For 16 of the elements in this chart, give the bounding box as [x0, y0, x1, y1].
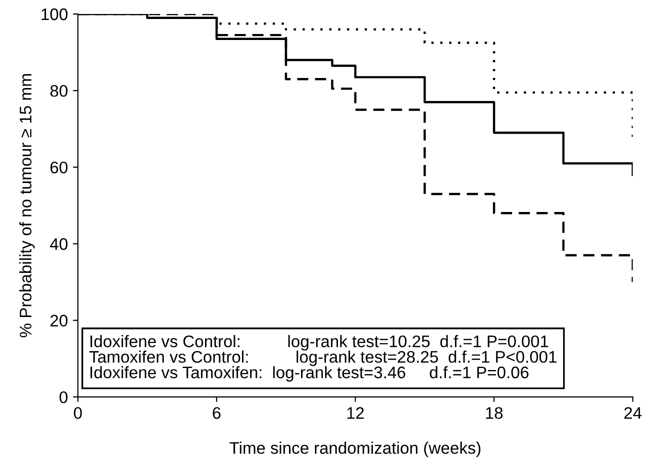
x-tick-label: 6 [212, 407, 221, 419]
y-tick-label: 80 [50, 85, 68, 97]
x-axis-title: Time since randomization (weeks) [230, 442, 480, 458]
y-tick-label: 60 [50, 162, 68, 174]
y-tick-label: 0 [60, 391, 68, 404]
x-tick-label: 18 [486, 407, 503, 419]
x-tick-label: 12 [347, 407, 364, 419]
x-tick-label: 0 [74, 407, 82, 419]
y-tick-label: 40 [50, 238, 68, 250]
y-axis-title: % Probability of no tumour ≥ 15 mm [19, 74, 35, 338]
annotation: Tamoxifen vs Control: log-rank test=28.25 d.f.=1 P<0.001 [89, 350, 556, 366]
annotation: Idoxifene vs Tamoxifen: log-rank test=3.46 d.f.=1 P=0.06 [90, 366, 528, 382]
y-tick-label: 100 [42, 8, 68, 20]
x-tick-label: 24 [624, 407, 642, 419]
annotation: Idoxifene vs Control: log-rank test=10.25 d.f.=1 P=0.001 [90, 335, 548, 351]
y-tick-label: 20 [50, 314, 68, 327]
